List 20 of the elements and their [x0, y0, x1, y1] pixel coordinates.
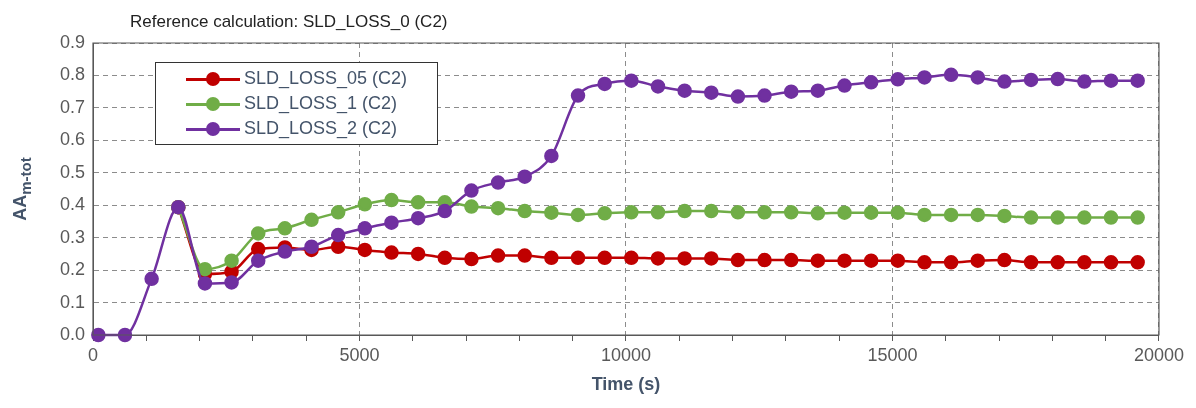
- legend-label: SLD_LOSS_05 (C2): [244, 68, 408, 89]
- y-tick-label: 0.7: [59, 96, 85, 117]
- x-tick-label: 10000: [600, 344, 652, 365]
- x-tick-label: 5000: [339, 344, 380, 365]
- y-tick-label: 0.3: [59, 226, 85, 247]
- chart-title: Reference calculation: SLD_LOSS_0 (C2): [130, 12, 448, 32]
- legend-label: SLD_LOSS_2 (C2): [244, 118, 398, 139]
- x-tick-label: 20000: [1133, 344, 1184, 365]
- legend-label: SLD_LOSS_1 (C2): [244, 93, 398, 114]
- x-axis-title: Time (s): [591, 374, 661, 395]
- y-tick-label: 0.8: [59, 64, 85, 85]
- x-tick-label: 15000: [867, 344, 918, 365]
- y-tick-label: 0.0: [59, 323, 85, 344]
- x-tick-label: 0: [87, 344, 99, 365]
- y-tick-label: 0.5: [59, 161, 85, 182]
- y-tick-label: 0.6: [59, 129, 85, 150]
- y-tick-label: 0.4: [59, 194, 85, 215]
- y-tick-label: 0.1: [59, 291, 85, 312]
- y-tick-label: 0.2: [59, 259, 85, 280]
- y-tick-label: 0.9: [59, 31, 85, 52]
